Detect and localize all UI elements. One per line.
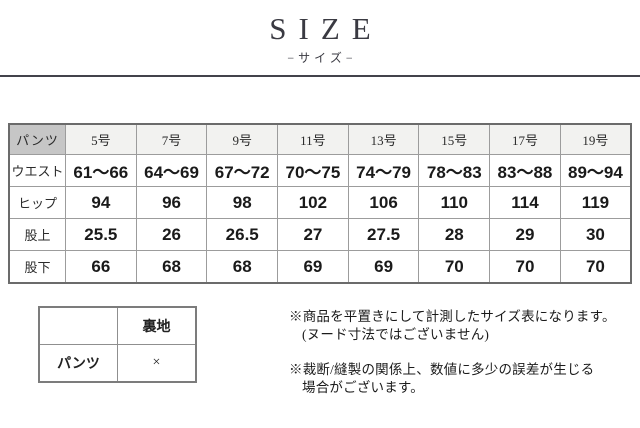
note: ※商品を平置きにして計測したサイズ表になります。 (ヌード寸法ではございません) — [289, 308, 616, 344]
size-table-cell: 30 — [559, 218, 632, 251]
size-table-cell: 98 — [206, 186, 279, 219]
size-table-row-label: ウエスト — [8, 154, 66, 187]
size-table-cell: 114 — [489, 186, 561, 219]
size-table-cell: 68 — [135, 250, 208, 284]
lining-table-cell: × — [117, 344, 197, 383]
size-table-row-label: 股下 — [8, 250, 66, 284]
size-table-cell: 78〜83 — [418, 154, 491, 187]
lining-table: 裏地 パンツ × — [38, 306, 197, 383]
lining-table-row-label: パンツ — [38, 344, 118, 383]
size-table-cell: 66 — [65, 250, 137, 284]
size-table-cell: 26.5 — [206, 218, 279, 251]
size-table-row: 股下 66 68 68 69 69 70 70 70 — [8, 250, 632, 284]
size-table-header-row: パンツ 5号 7号 9号 11号 13号 15号 17号 19号 — [8, 123, 632, 155]
note-line: (ヌード寸法ではございません) — [302, 327, 490, 342]
size-table-col-header: 9号 — [206, 123, 279, 155]
size-table-cell: 25.5 — [65, 218, 137, 251]
title-divider — [0, 75, 640, 77]
size-table-cell: 70〜75 — [277, 154, 349, 187]
page-title: SIZE — [269, 11, 383, 46]
note-line: ※商品を平置きにして計測したサイズ表になります。 — [289, 309, 616, 324]
size-table-cell: 28 — [418, 218, 491, 251]
size-table-cell: 61〜66 — [65, 154, 137, 187]
size-table-cell: 119 — [559, 186, 632, 219]
size-table-row-label: 股上 — [8, 218, 66, 251]
size-table-row-label: ヒップ — [8, 186, 66, 219]
size-table-cell: 110 — [418, 186, 491, 219]
size-table-cell: 69 — [347, 250, 420, 284]
size-table-row: ヒップ 94 96 98 102 106 110 114 119 — [8, 186, 632, 219]
size-table-col-header: 19号 — [559, 123, 632, 155]
size-table-cell: 70 — [418, 250, 491, 284]
size-table-cell: 69 — [277, 250, 349, 284]
size-table-cell: 102 — [277, 186, 349, 219]
lining-table-row: パンツ × — [38, 344, 197, 383]
size-table-col-header: 5号 — [65, 123, 137, 155]
size-table-cell: 64〜69 — [135, 154, 208, 187]
notes: ※商品を平置きにして計測したサイズ表になります。 (ヌード寸法ではございません) ※… — [289, 306, 616, 414]
size-table-cell: 94 — [65, 186, 137, 219]
note-line: 場合がございます。 — [302, 380, 424, 395]
size-table-cell: 29 — [489, 218, 561, 251]
size-table-corner-header: パンツ — [8, 123, 66, 155]
size-table: パンツ 5号 7号 9号 11号 13号 15号 17号 19号 ウエスト 61〜66 64〜69 67… — [8, 123, 632, 284]
page-subtitle: −サイズ− — [287, 51, 357, 65]
size-table-cell: 74〜79 — [347, 154, 420, 187]
bottom-section: 裏地 パンツ × ※商品を平置きにして計測したサイズ表になります。 (ヌード寸法ではご… — [0, 306, 640, 414]
size-table-col-header: 15号 — [418, 123, 491, 155]
size-table-cell: 89〜94 — [559, 154, 632, 187]
size-table-row: 股上 25.5 26 26.5 27 27.5 28 29 30 — [8, 218, 632, 251]
size-table-cell: 106 — [347, 186, 420, 219]
size-table-cell: 26 — [135, 218, 208, 251]
size-table-cell: 68 — [206, 250, 279, 284]
size-table-cell: 67〜72 — [206, 154, 279, 187]
lining-table-header-row: 裏地 — [38, 306, 197, 345]
lining-table-corner — [38, 306, 118, 345]
size-table-cell: 70 — [559, 250, 632, 284]
note: ※裁断/縫製の関係上、数値に多少の誤差が生じる場合がございます。 — [289, 361, 616, 397]
size-table-col-header: 13号 — [347, 123, 420, 155]
size-table-cell: 27.5 — [347, 218, 420, 251]
note-line: ※裁断/縫製の関係上、数値に多少の誤差が生じる — [289, 362, 595, 377]
size-table-cell: 83〜88 — [489, 154, 561, 187]
size-table-row: ウエスト 61〜66 64〜69 67〜72 70〜75 74〜79 78〜83 83〜88 8… — [8, 154, 632, 187]
size-table-cell: 27 — [277, 218, 349, 251]
size-table-col-header: 17号 — [489, 123, 561, 155]
size-table-col-header: 11号 — [277, 123, 349, 155]
size-table-cell: 70 — [489, 250, 561, 284]
size-table-col-header: 7号 — [135, 123, 208, 155]
size-table-cell: 96 — [135, 186, 208, 219]
lining-table-col-header: 裏地 — [117, 306, 197, 345]
